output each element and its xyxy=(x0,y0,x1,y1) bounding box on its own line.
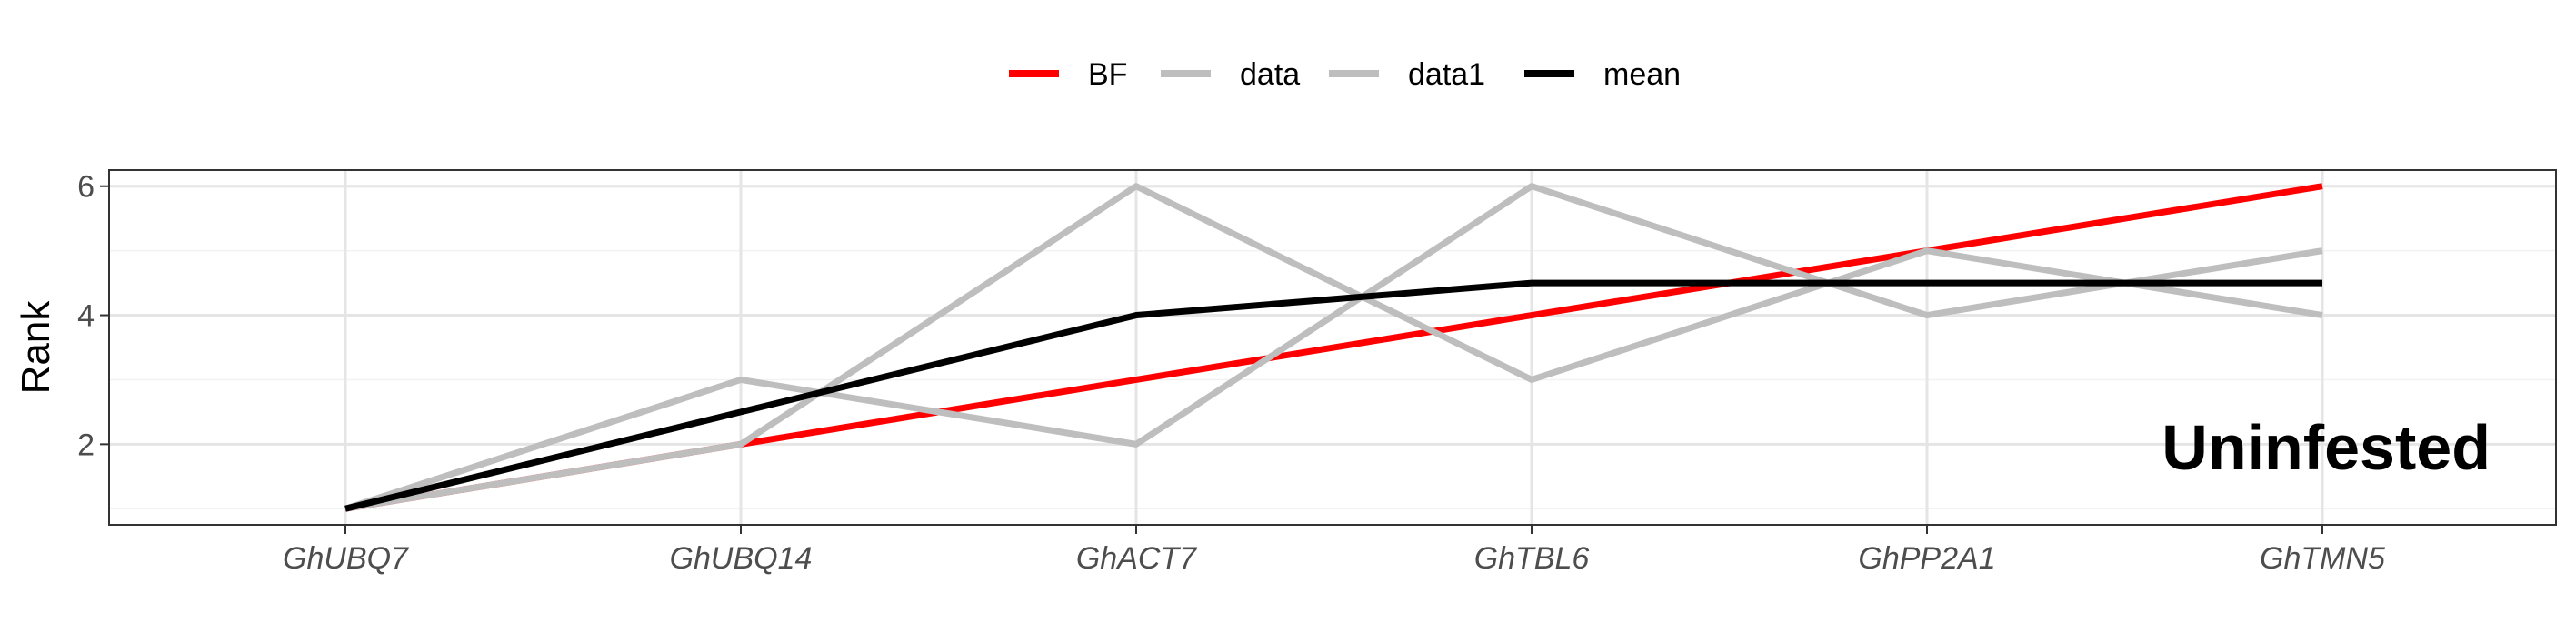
plot-border xyxy=(108,169,2557,526)
panel-annotation: Uninfested xyxy=(2162,412,2491,483)
legend: BF data data1 mean xyxy=(1009,57,1681,92)
series-line-data1 xyxy=(344,183,2323,512)
grid-lines xyxy=(109,170,2556,525)
y-tick-label: 4 xyxy=(77,299,95,334)
x-tick-label: GhTBL6 xyxy=(1474,541,1590,576)
y-axis-title: Rank xyxy=(14,300,58,395)
x-tick-label: GhACT7 xyxy=(1076,541,1197,576)
x-tick-label: GhPP2A1 xyxy=(1858,541,1995,576)
series-line-mean xyxy=(344,279,2322,512)
legend-label-data1: data1 xyxy=(1408,57,1485,92)
legend-label-BF: BF xyxy=(1088,57,1127,92)
series-line-data xyxy=(344,183,2323,512)
x-tick-label: GhUBQ7 xyxy=(283,541,409,576)
y-tick-label: 2 xyxy=(77,428,95,462)
y-axis: 2 4 6 xyxy=(77,170,109,462)
x-axis: GhUBQ7 GhUBQ14 GhACT7 GhTBL6 GhPP2A1 GhTMN5 xyxy=(283,525,2385,576)
x-tick-label: GhUBQ14 xyxy=(670,541,813,576)
legend-label-data: data xyxy=(1240,57,1300,92)
y-tick-label: 6 xyxy=(77,170,95,205)
legend-label-mean: mean xyxy=(1603,57,1681,92)
series-lines xyxy=(344,183,2323,512)
x-tick-label: GhTMN5 xyxy=(2260,541,2385,576)
